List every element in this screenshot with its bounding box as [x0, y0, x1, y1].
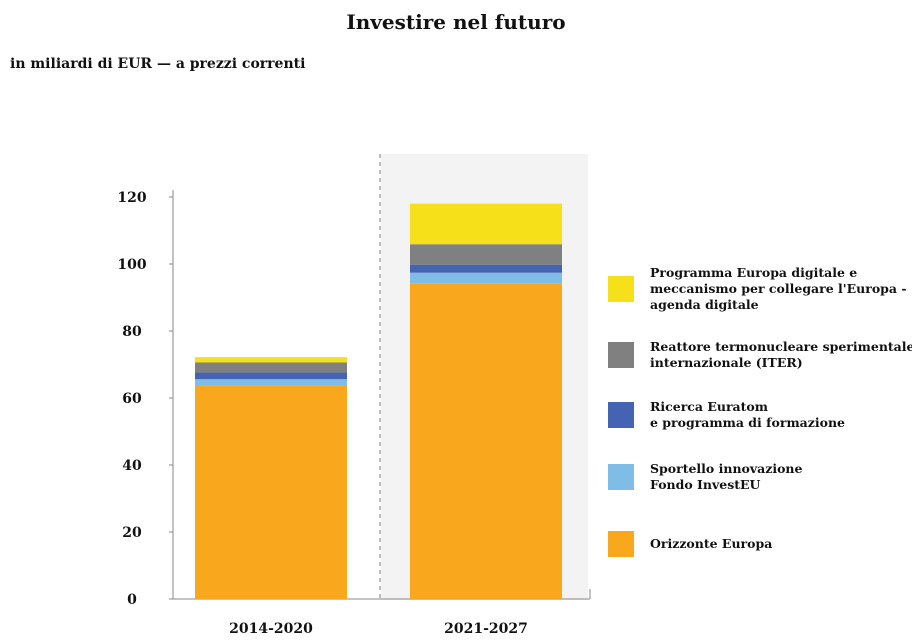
y-tick-label: 0: [127, 592, 137, 608]
legend-label: Sportello innovazione Fondo InvestEU: [650, 461, 803, 492]
bar-segment: [195, 372, 347, 380]
legend-swatch: [608, 276, 634, 302]
bar-segment: [195, 379, 347, 386]
bar-segment: [195, 362, 347, 373]
chart-title: Investire nel futuro: [346, 10, 566, 34]
y-tick-label: 20: [122, 525, 142, 541]
legend-swatch: [608, 342, 634, 368]
bar-segment: [410, 203, 562, 245]
x-category-label: 2021-2027: [444, 621, 528, 637]
y-tick-label: 80: [122, 324, 142, 340]
legend-label: Reattore termonucleare sperimentale inter…: [650, 339, 912, 370]
y-tick-label: 120: [117, 190, 146, 206]
chart-subtitle: in miliardi di EUR — a prezzi correnti: [10, 56, 306, 72]
legend-label: Ricerca Euratom e programma di formazione: [650, 399, 845, 430]
legend-label: Orizzonte Europa: [650, 536, 772, 551]
legend-swatch: [608, 464, 634, 490]
x-category-label: 2014-2020: [229, 621, 313, 637]
y-tick-label: 40: [122, 458, 142, 474]
bar-segment: [195, 385, 347, 599]
y-tick-label: 60: [122, 391, 142, 407]
bar-segment: [410, 264, 562, 273]
legend-swatch: [608, 531, 634, 557]
bar-segment: [410, 272, 562, 284]
bar-segment: [410, 283, 562, 599]
bar-segment: [195, 357, 347, 363]
y-tick-label: 100: [117, 257, 146, 273]
legend-label: Programma Europa digitale e meccanismo pe…: [650, 265, 907, 312]
bar-segment: [410, 244, 562, 265]
legend-swatch: [608, 402, 634, 428]
